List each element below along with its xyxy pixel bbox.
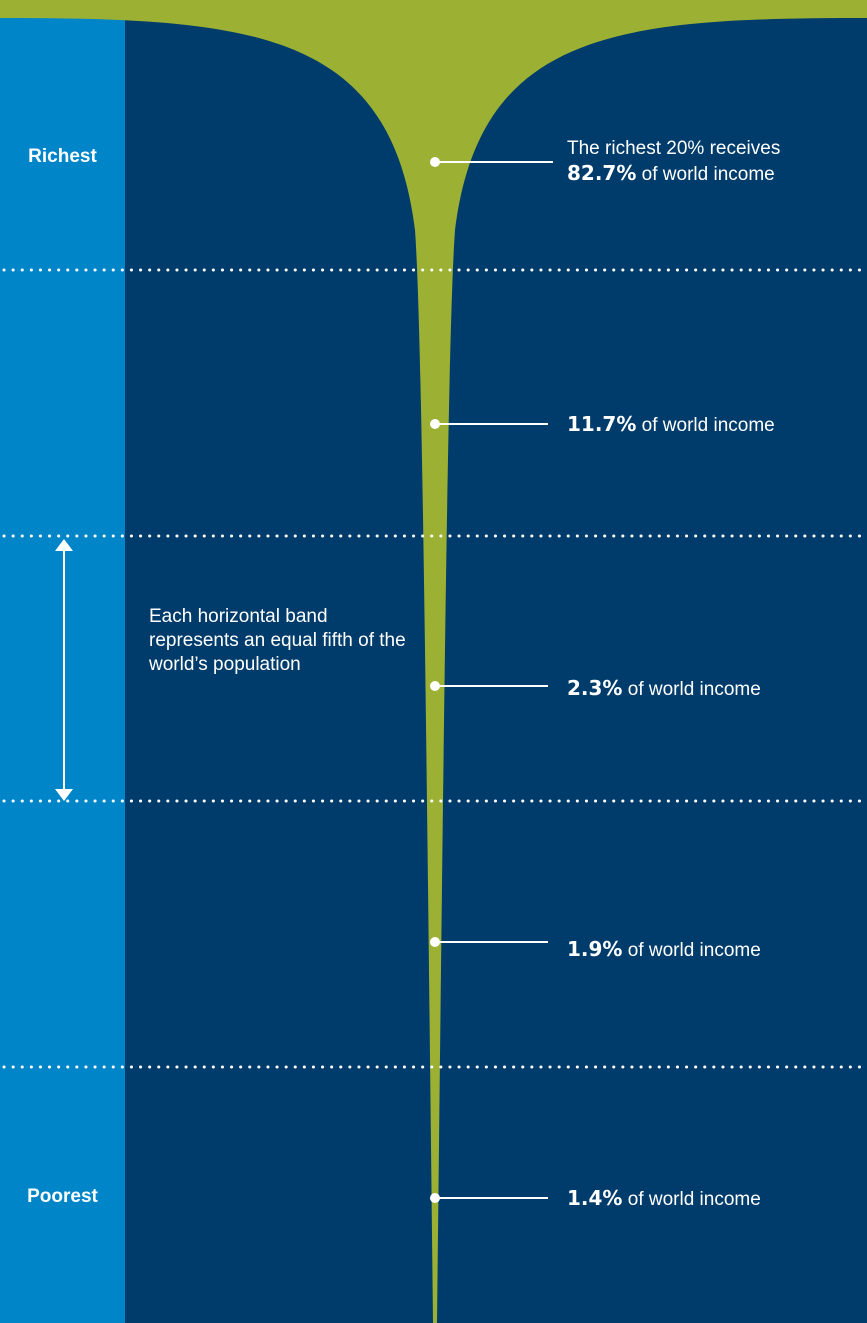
data-label-value: 82.7% bbox=[567, 161, 637, 185]
annotation-third-fifth: 2.3% of world income bbox=[567, 676, 761, 702]
annotation-richest-fifth: The richest 20% receives 82.7% of world … bbox=[567, 137, 780, 187]
data-point-dot bbox=[430, 1193, 440, 1203]
data-label-value: 11.7% bbox=[567, 412, 637, 436]
population-band-arrow bbox=[55, 539, 73, 801]
data-point-dot bbox=[430, 937, 440, 947]
band-explanation-note: Each horizontal band represents an equal… bbox=[149, 606, 406, 675]
data-label-suffix: of world income bbox=[627, 940, 761, 961]
annotation-fourth-fifth: 1.9% of world income bbox=[567, 937, 761, 963]
data-label-value: 1.9% bbox=[567, 937, 623, 961]
data-label-value: 1.4% bbox=[567, 1186, 623, 1210]
data-label-value: 2.3% bbox=[567, 676, 623, 700]
richest-label: Richest bbox=[28, 146, 97, 167]
annotation-poorest-fifth: 1.4% of world income bbox=[567, 1186, 761, 1212]
poorest-label: Poorest bbox=[27, 1186, 98, 1207]
data-point-dot bbox=[430, 681, 440, 691]
data-label-suffix: of world income bbox=[627, 679, 761, 700]
data-label-suffix: of world income bbox=[641, 164, 775, 185]
side-panel bbox=[0, 0, 125, 1323]
data-point-dot bbox=[430, 157, 440, 167]
annotation-prefix: The richest 20% receives bbox=[567, 138, 781, 159]
band-dividers bbox=[2, 268, 867, 1069]
data-label-suffix: of world income bbox=[627, 1189, 761, 1210]
leader-lines bbox=[430, 157, 553, 1203]
main-panel bbox=[125, 0, 867, 1323]
annotation-second-fifth: 11.7% of world income bbox=[567, 412, 775, 438]
data-label-suffix: of world income bbox=[641, 415, 775, 436]
data-point-dot bbox=[430, 419, 440, 429]
